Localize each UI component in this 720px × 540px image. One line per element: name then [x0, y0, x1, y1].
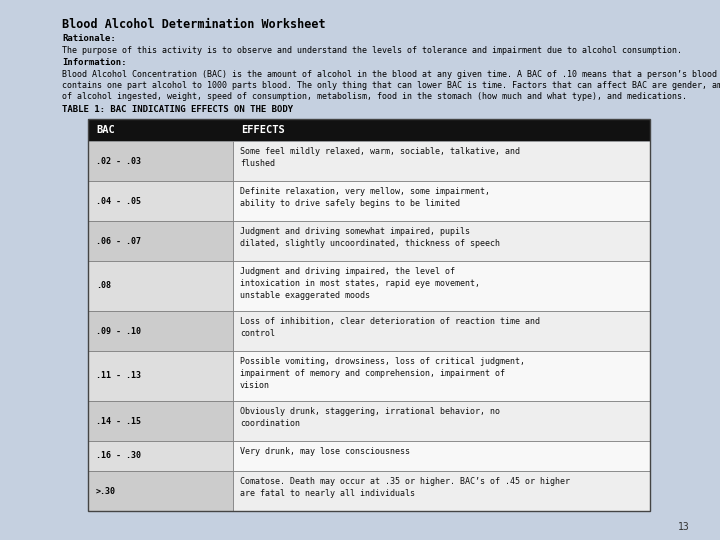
Bar [88, 221, 233, 261]
Text: .09 - .10: .09 - .10 [96, 327, 141, 335]
Bar [233, 261, 650, 311]
Text: TABLE 1: BAC INDICATING EFFECTS ON THE BODY: TABLE 1: BAC INDICATING EFFECTS ON THE B… [62, 105, 293, 114]
Bar [233, 351, 650, 401]
Bar [88, 141, 233, 181]
Bar [233, 141, 650, 181]
Text: Loss of inhibition, clear deterioration of reaction time and
control: Loss of inhibition, clear deterioration … [240, 317, 540, 338]
Text: Definite relaxation, very mellow, some impairment,
ability to drive safely begin: Definite relaxation, very mellow, some i… [240, 187, 490, 208]
Text: Very drunk, may lose consciousness: Very drunk, may lose consciousness [240, 447, 410, 456]
Bar [233, 441, 650, 471]
Text: Blood Alcohol Determination Worksheet: Blood Alcohol Determination Worksheet [62, 18, 325, 31]
Text: of alcohol ingested, weight, speed of consumption, metabolism, food in the stoma: of alcohol ingested, weight, speed of co… [62, 92, 687, 101]
Bar [88, 351, 233, 401]
Text: .04 - .05: .04 - .05 [96, 197, 141, 206]
Bar [88, 181, 233, 221]
Text: Some feel mildly relaxed, warm, sociable, talkative, and
flushed: Some feel mildly relaxed, warm, sociable… [240, 147, 520, 168]
Text: Blood Alcohol Concentration (BAC) is the amount of alcohol in the blood at any g: Blood Alcohol Concentration (BAC) is the… [62, 70, 717, 79]
Text: EFFECTS: EFFECTS [241, 125, 284, 135]
Bar [88, 401, 233, 441]
Bar [88, 441, 233, 471]
Bar [233, 221, 650, 261]
Text: .02 - .03: .02 - .03 [96, 157, 141, 165]
Text: .08: .08 [96, 281, 111, 291]
Text: contains one part alcohol to 1000 parts blood. The only thing that can lower BAC: contains one part alcohol to 1000 parts … [62, 81, 720, 90]
Text: Rationale:: Rationale: [62, 34, 116, 43]
Text: Possible vomiting, drowsiness, loss of critical judgment,
impairment of memory a: Possible vomiting, drowsiness, loss of c… [240, 357, 525, 389]
Bar [88, 119, 650, 141]
Text: The purpose of this activity is to observe and understand the levels of toleranc: The purpose of this activity is to obser… [62, 46, 682, 55]
Text: .14 - .15: .14 - .15 [96, 416, 141, 426]
Text: Comatose. Death may occur at .35 or higher. BAC’s of .45 or higher
are fatal to : Comatose. Death may occur at .35 or high… [240, 477, 570, 498]
Text: Obviously drunk, staggering, irrational behavior, no
coordination: Obviously drunk, staggering, irrational … [240, 407, 500, 428]
Bar [88, 261, 233, 311]
Bar [88, 119, 650, 511]
Bar [233, 401, 650, 441]
Text: 13: 13 [678, 522, 690, 532]
Text: Judgment and driving impaired, the level of
intoxication in most states, rapid e: Judgment and driving impaired, the level… [240, 267, 480, 300]
Text: Information:: Information: [62, 58, 127, 67]
Text: .16 - .30: .16 - .30 [96, 451, 141, 461]
Text: >.30: >.30 [96, 487, 116, 496]
Bar [88, 311, 233, 351]
Bar [88, 471, 233, 511]
Text: .06 - .07: .06 - .07 [96, 237, 141, 246]
Bar [233, 311, 650, 351]
Text: Judgment and driving somewhat impaired, pupils
dilated, slightly uncoordinated, : Judgment and driving somewhat impaired, … [240, 227, 500, 248]
Bar [233, 181, 650, 221]
Bar [233, 471, 650, 511]
Text: BAC: BAC [96, 125, 114, 135]
Text: .11 - .13: .11 - .13 [96, 372, 141, 381]
